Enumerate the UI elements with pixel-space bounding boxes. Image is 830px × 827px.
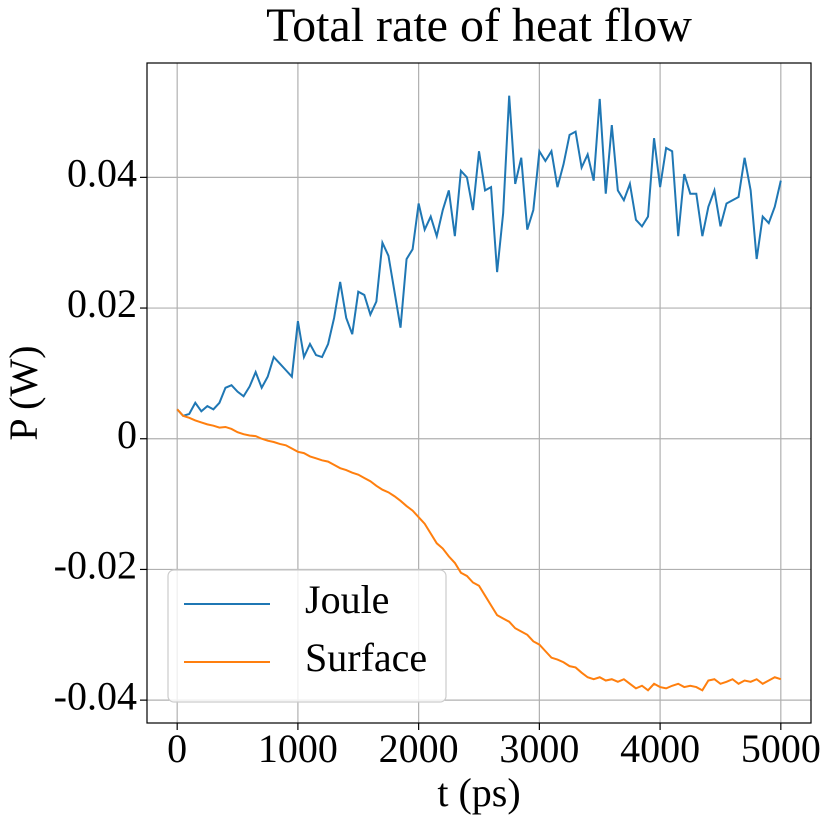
y-tick-label: 0.02 (67, 281, 137, 326)
legend-label: Joule (305, 577, 389, 622)
x-tick-label: 2000 (379, 726, 459, 771)
y-tick-label: -0.04 (54, 673, 137, 718)
x-tick-label: 4000 (620, 726, 700, 771)
y-axis-label: P (W) (1, 345, 46, 440)
y-tick-label: -0.02 (54, 543, 137, 588)
x-tick-label: 5000 (741, 726, 821, 771)
legend: Joule Surface (167, 569, 447, 703)
x-axis-label: t (ps) (437, 770, 520, 815)
data-line (176, 408, 782, 692)
chart-title: Total rate of heat flow (266, 0, 692, 52)
x-tick-label: 3000 (499, 726, 579, 771)
y-tick-label: 0 (117, 412, 137, 457)
plot-frame (146, 62, 812, 724)
x-tick-label: 0 (167, 726, 187, 771)
y-tick-label: 0.04 (67, 151, 137, 196)
x-tick-label: 1000 (258, 726, 338, 771)
legend-label: Surface (305, 635, 427, 680)
data-line (176, 95, 782, 418)
